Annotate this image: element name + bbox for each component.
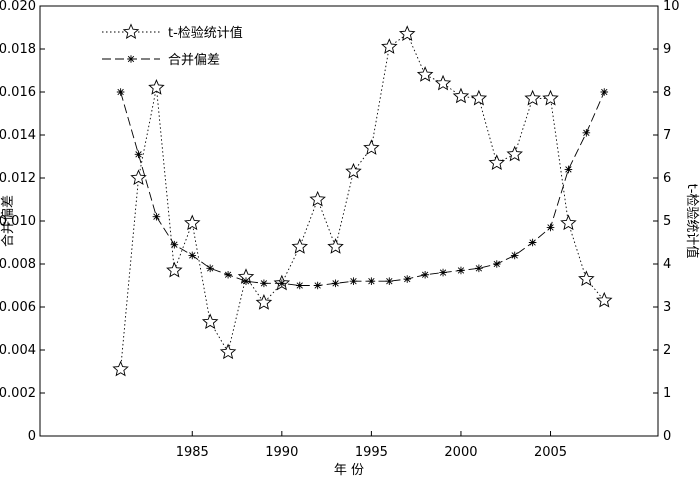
tstat-line — [120, 33, 605, 370]
y-tick-label: 0.012 — [0, 171, 36, 186]
tstat-point — [255, 294, 273, 310]
bias-point — [564, 165, 573, 174]
y-tick-label: 0.016 — [0, 85, 36, 100]
tstat-point — [309, 190, 326, 207]
tstat-point — [381, 38, 398, 54]
tstat-point — [148, 79, 165, 95]
bias-point — [188, 251, 197, 260]
y2-tick-label: 3 — [663, 300, 671, 315]
y2-tick-label: 4 — [663, 257, 671, 272]
bias-point — [582, 129, 591, 137]
y-tick-label: 0.010 — [0, 214, 36, 229]
bias-point — [242, 277, 250, 285]
x-tick-label: 1995 — [355, 445, 388, 460]
bias-point — [367, 277, 376, 285]
y-tick-label: 0.004 — [0, 343, 36, 358]
bias-point — [152, 212, 161, 221]
bias-point — [116, 88, 125, 96]
tstat-point — [291, 238, 308, 254]
bias-point — [349, 277, 358, 285]
y-tick-label: 0.018 — [0, 42, 36, 57]
y2-tick-label: 5 — [663, 214, 671, 229]
y-tick-label: 0.020 — [0, 0, 36, 14]
bias-point — [206, 264, 214, 273]
y2-tick-label: 2 — [663, 343, 671, 358]
bias-point — [385, 277, 394, 285]
tstat-point — [596, 291, 613, 308]
y2-tick-label: 10 — [663, 0, 680, 14]
bias-point — [600, 88, 609, 96]
bias-point — [421, 270, 429, 279]
y-tick-label: 0.006 — [0, 300, 36, 315]
legend-asterisk-marker — [127, 55, 135, 63]
bias-point — [510, 251, 519, 260]
y2-tick-label: 7 — [663, 128, 671, 143]
series-layer — [112, 25, 613, 377]
tstat-point — [488, 154, 506, 170]
tstat-point — [363, 139, 380, 155]
legend-star — [122, 23, 140, 40]
x-tick-label: 2005 — [534, 445, 567, 460]
tstat-point — [578, 270, 595, 287]
legend: t-检验统计值 合并偏差 — [102, 23, 243, 68]
x-axis-label: 年 份 — [334, 463, 364, 478]
tstat-point — [560, 214, 577, 231]
legend-star-marker — [122, 23, 140, 40]
ticks-layer: 0 0.002 0.004 0.006 0.008 0.010 0.012 0.014 0.01… — [0, 0, 680, 460]
tstat-point — [434, 74, 452, 91]
bias-point — [457, 266, 465, 275]
legend-label-tstat: t-检验统计值 — [168, 25, 243, 41]
y-tick-label: 0.008 — [0, 257, 36, 272]
y2-axis-label: t-检验统计值 — [684, 184, 700, 259]
tstat-point — [112, 360, 129, 377]
tstat-point — [184, 214, 201, 231]
x-tick-label: 1990 — [265, 445, 298, 460]
y-tick-label: 0 — [28, 429, 36, 444]
tstat-point — [542, 89, 559, 106]
y2-tick-label: 6 — [663, 171, 671, 186]
legend-label-bias: 合并偏差 — [168, 53, 220, 68]
y2-tick-label: 9 — [663, 42, 671, 57]
tstat-point — [345, 162, 362, 179]
y2-tick-label: 8 — [663, 85, 671, 100]
y-tick-label: 0.002 — [0, 386, 36, 401]
tstat-point — [506, 145, 523, 162]
bias-point — [492, 260, 501, 268]
tstat-point — [398, 25, 416, 41]
bias-point — [134, 150, 143, 159]
y-tick-label: 0.014 — [0, 128, 36, 143]
bias-point — [439, 268, 447, 277]
bias-point — [295, 281, 304, 290]
y2-tick-label: 0 — [663, 429, 671, 444]
bias-point — [475, 264, 483, 273]
bias-point — [546, 223, 555, 232]
bias-point — [331, 279, 340, 288]
x-tick-label: 2000 — [444, 445, 477, 460]
y-axis-label: 合并偏差 — [1, 195, 16, 247]
tstat-point — [327, 238, 344, 254]
tstat-point — [470, 89, 488, 106]
tstat-point — [166, 261, 183, 278]
tstat-point — [201, 313, 219, 330]
bias-line — [120, 91, 605, 286]
legend-asterisk — [127, 55, 135, 63]
tstat-point — [219, 343, 237, 360]
y2-tick-label: 1 — [663, 386, 671, 401]
bias-point — [313, 281, 322, 290]
bias-point — [224, 270, 232, 279]
bias-point — [528, 238, 537, 247]
tstat-point — [130, 169, 147, 186]
tstat-point — [452, 87, 470, 104]
bias-point — [278, 279, 286, 288]
bias-point — [403, 275, 412, 283]
bias-point — [260, 279, 268, 288]
x-tick-label: 1985 — [176, 445, 209, 460]
bias-point — [170, 240, 179, 249]
tstat-point — [416, 66, 434, 82]
tstat-point — [524, 89, 541, 106]
